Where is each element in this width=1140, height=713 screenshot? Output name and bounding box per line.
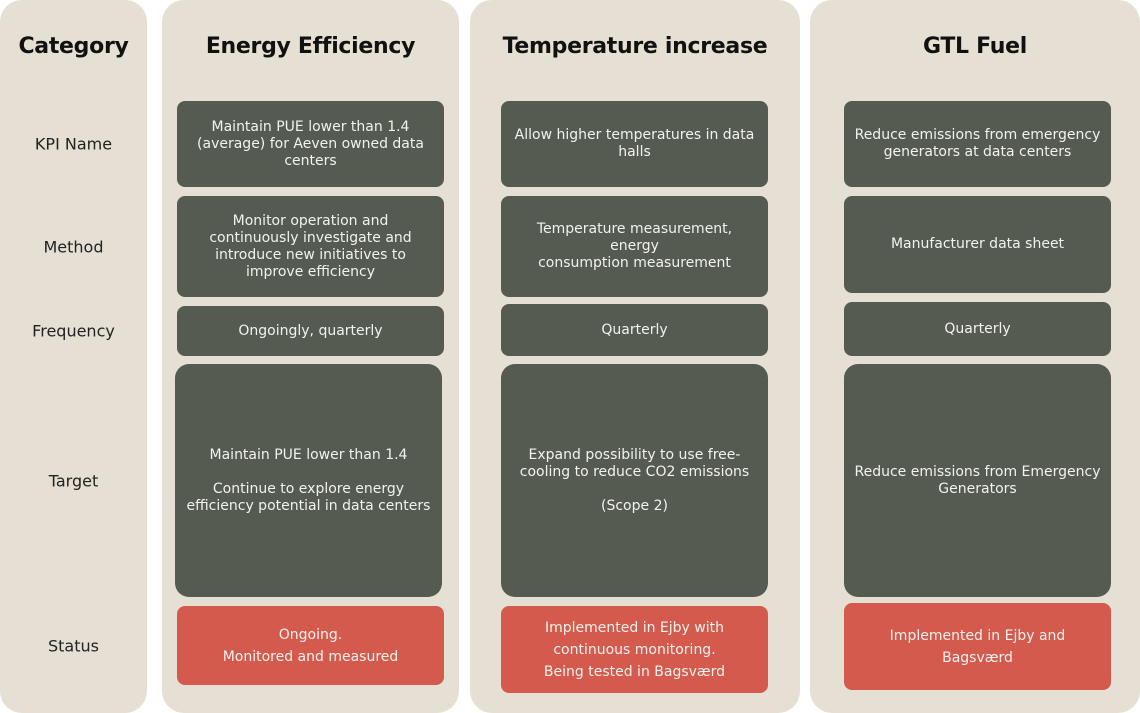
row-label-kpi-name: KPI Name xyxy=(34,134,113,154)
temperature-increase-column: Temperature increase Allow higher temper… xyxy=(470,0,800,713)
temperature-increase-target-cell: Expand possibility to use free- cooling … xyxy=(501,364,768,597)
gtl-fuel-method-cell: Manufacturer data sheet xyxy=(844,196,1111,293)
row-label-method: Method xyxy=(43,237,104,257)
temperature-increase-method-cell: Temperature measurement, energy consumpt… xyxy=(501,196,768,297)
temperature-increase-frequency-cell: Quarterly xyxy=(501,304,768,356)
temperature-increase-header: Temperature increase xyxy=(502,34,768,59)
gtl-fuel-target-cell: Reduce emissions from Emergency Generato… xyxy=(844,364,1111,597)
energy-efficiency-header: Energy Efficiency xyxy=(205,34,416,59)
energy-efficiency-status-cell: Ongoing. Monitored and measured xyxy=(177,606,444,685)
energy-efficiency-column: Energy Efficiency Maintain PUE lower tha… xyxy=(162,0,459,713)
gtl-fuel-column: GTL Fuel Reduce emissions from emergency… xyxy=(810,0,1140,713)
energy-efficiency-target-cell: Maintain PUE lower than 1.4 Continue to … xyxy=(175,364,442,597)
category-column: Category KPI Name Method Frequency Targe… xyxy=(0,0,147,713)
gtl-fuel-status-cell: Implemented in Ejby and Bagsværd xyxy=(844,603,1111,690)
temperature-increase-status-cell: Implemented in Ejby with continuous moni… xyxy=(501,606,768,693)
gtl-fuel-header: GTL Fuel xyxy=(922,34,1027,59)
row-label-status: Status xyxy=(48,636,99,656)
energy-efficiency-frequency-cell: Ongoingly, quarterly xyxy=(177,306,444,356)
row-label-target: Target xyxy=(48,471,99,491)
row-label-frequency: Frequency xyxy=(32,321,115,341)
category-header: Category xyxy=(18,34,129,59)
gtl-fuel-kpi-cell: Reduce emissions from emergency generato… xyxy=(844,101,1111,187)
gtl-fuel-frequency-cell: Quarterly xyxy=(844,302,1111,356)
energy-efficiency-method-cell: Monitor operation and continuously inves… xyxy=(177,196,444,297)
energy-efficiency-kpi-cell: Maintain PUE lower than 1.4 (average) fo… xyxy=(177,101,444,187)
temperature-increase-kpi-cell: Allow higher temperatures in data halls xyxy=(501,101,768,187)
